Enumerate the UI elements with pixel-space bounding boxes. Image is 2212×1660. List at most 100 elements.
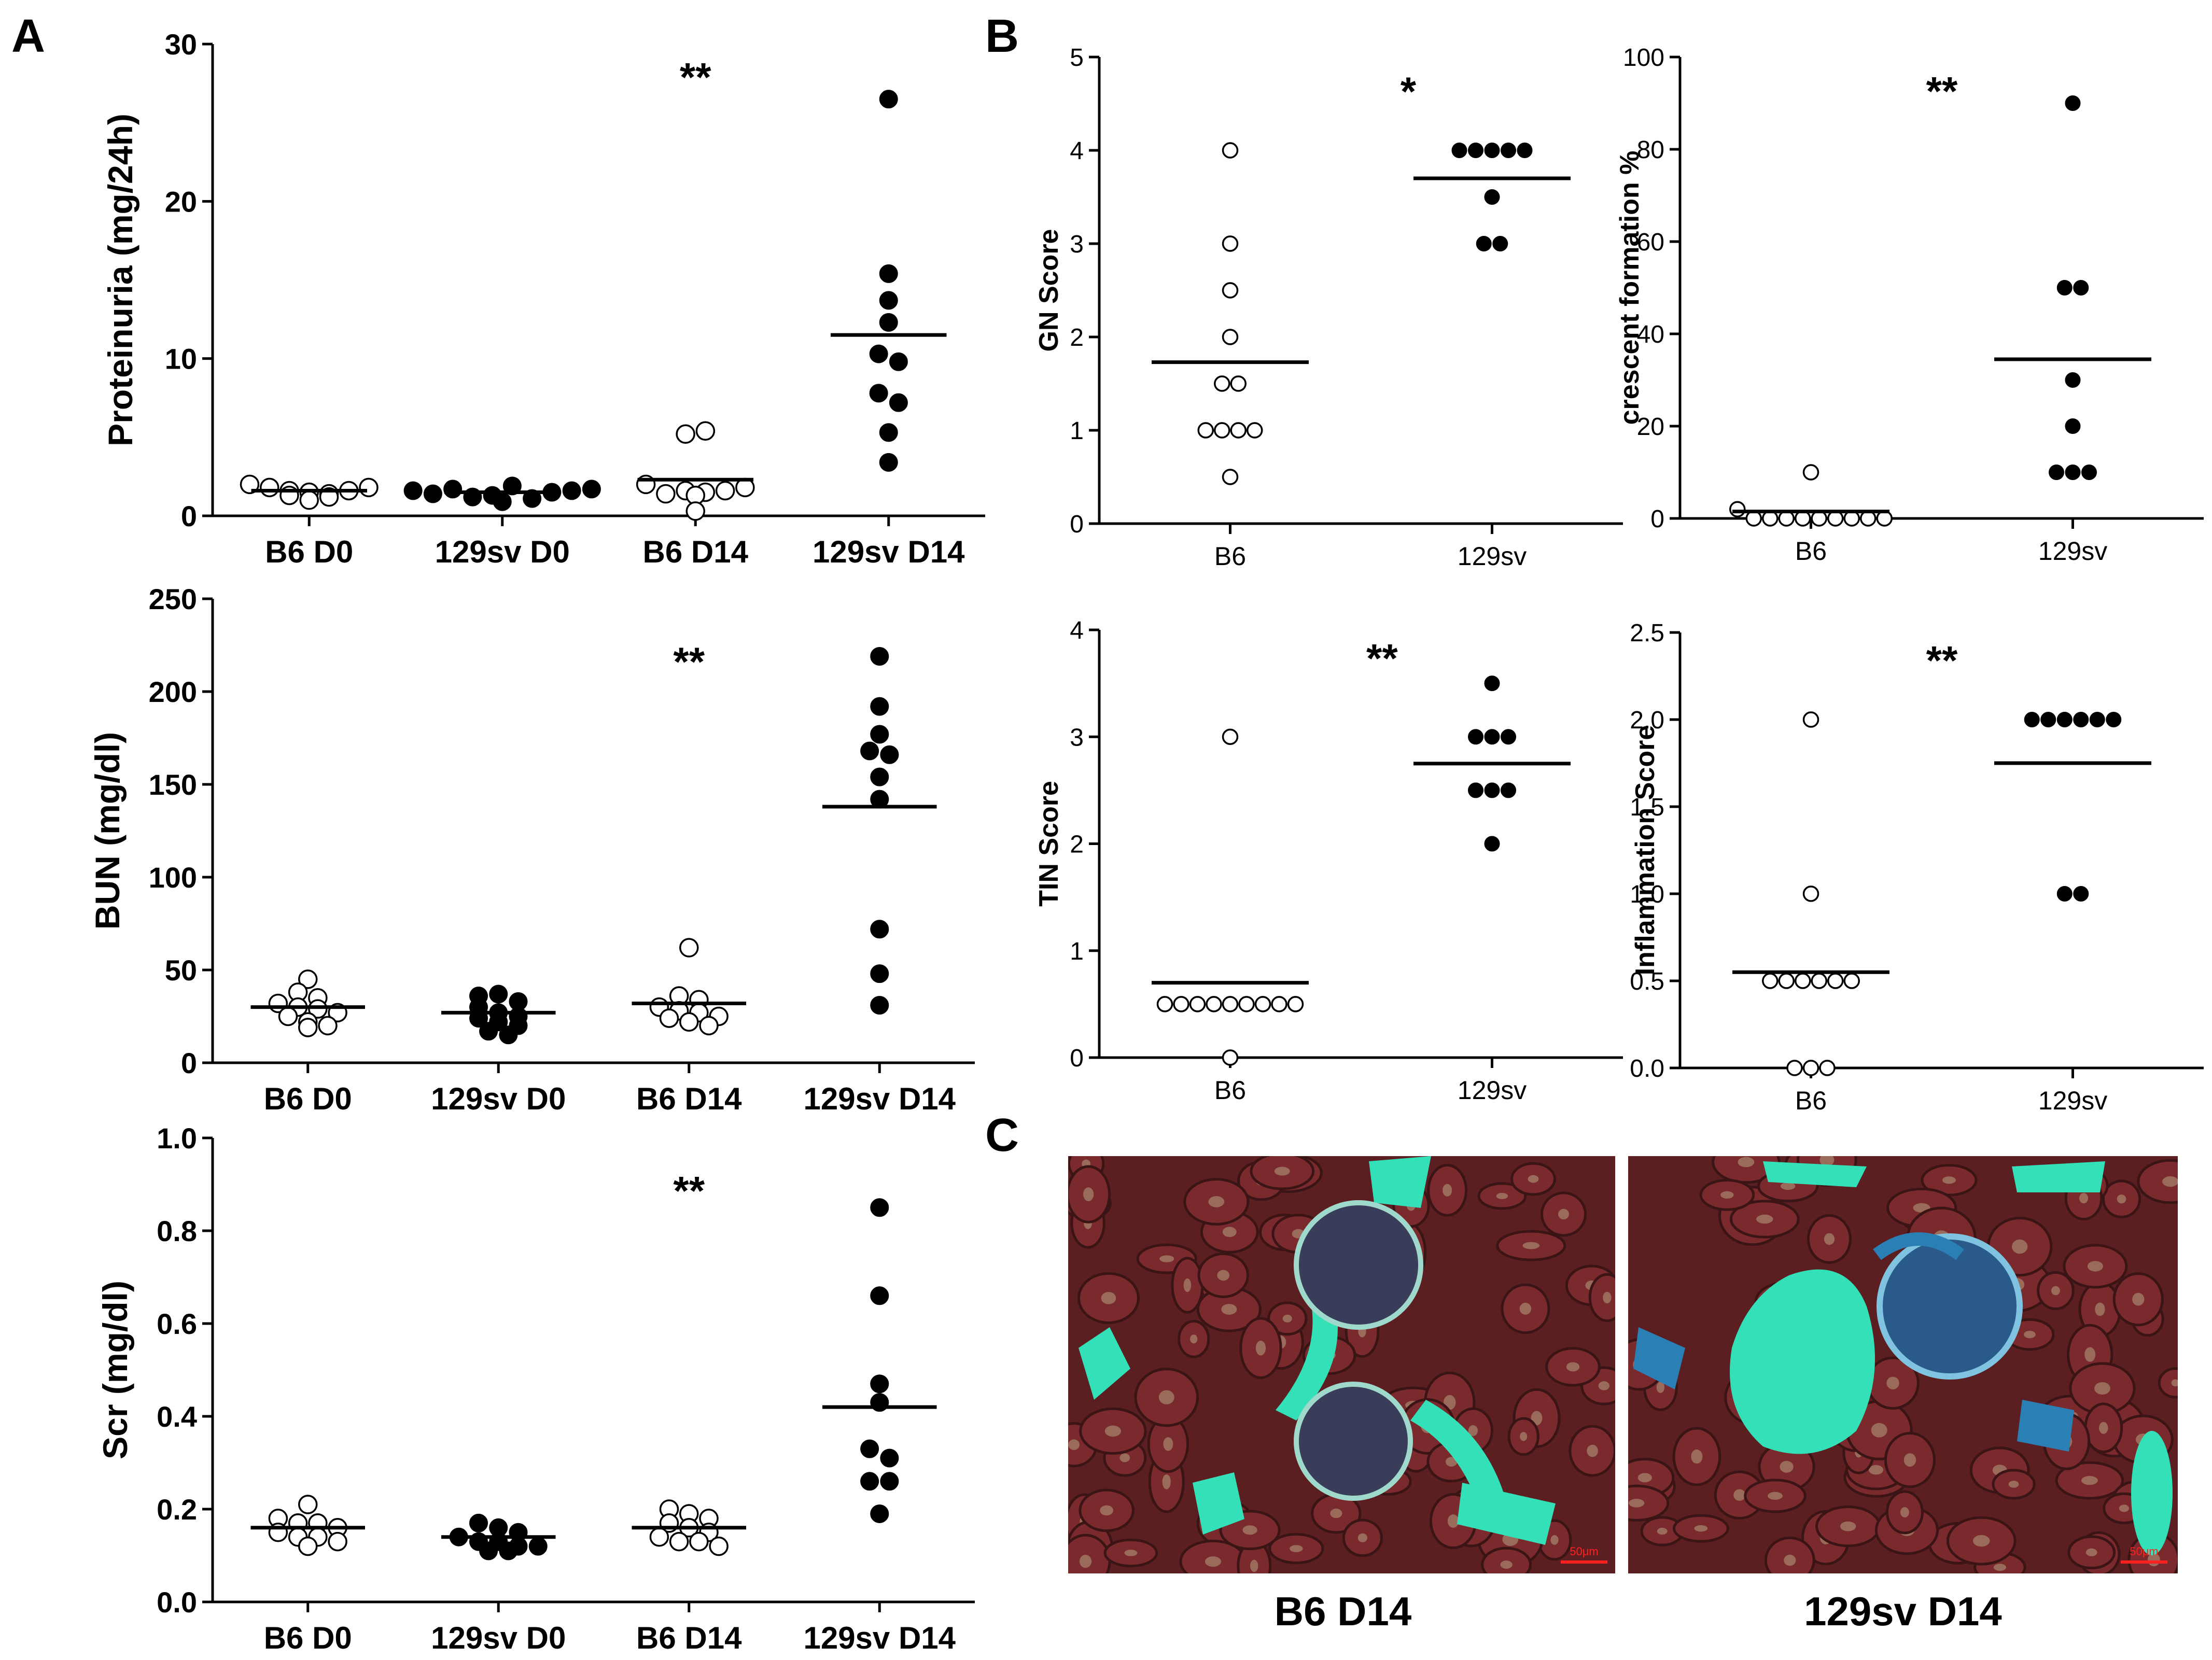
tubule-lumen-texture — [1637, 1473, 1652, 1483]
data-point — [860, 1439, 879, 1458]
data-point — [499, 1025, 518, 1045]
tubule-lumen-texture — [1784, 1554, 1796, 1566]
data-point — [523, 489, 542, 508]
y-tick-label: 0 — [1650, 505, 1664, 533]
data-point — [1247, 422, 1263, 439]
data-point — [443, 480, 463, 499]
tubule-lumen-texture — [2099, 1422, 2108, 1434]
data-point — [649, 1527, 669, 1547]
data-point — [699, 1016, 719, 1036]
data-point — [2065, 372, 2081, 388]
tubule-lumen-texture — [1083, 1187, 1094, 1202]
tubule-lumen-texture — [1520, 1432, 1528, 1441]
tubule-lumen-texture — [1868, 1465, 1884, 1475]
tubule-lumen-texture — [1183, 1278, 1192, 1292]
data-point — [562, 481, 581, 500]
tubule-lumen-texture — [1558, 1208, 1570, 1220]
data-point — [1876, 510, 1893, 527]
crescent-formation-chart: 0 20 40 60 80 100 crescent formation % B6 129sv *… — [1615, 44, 2204, 566]
data-point — [695, 421, 716, 441]
data-point — [479, 1541, 498, 1560]
data-point — [669, 1531, 689, 1552]
tubule-lumen-texture — [1768, 1492, 1783, 1500]
data-point — [879, 313, 898, 332]
data-point — [1501, 729, 1516, 745]
gn-score-chart: 0 1 2 3 4 5 GN Score B6 129sv * — [1034, 44, 1623, 571]
scale-bar-label-129sv: 50μm — [2130, 1545, 2158, 1558]
data-point — [870, 1286, 889, 1305]
data-point — [240, 474, 260, 495]
tubule-lumen-texture — [2119, 1504, 2130, 1512]
panel-label-b: B — [985, 10, 1019, 62]
tubule-lumen-texture — [1250, 1559, 1258, 1572]
data-point — [1484, 836, 1500, 852]
data-point — [1222, 329, 1239, 345]
tubule-lumen-texture — [1159, 1255, 1174, 1262]
tubule-lumen-texture — [1330, 1508, 1342, 1518]
y-tick-label: 0 — [181, 500, 197, 532]
data-point — [879, 291, 898, 310]
y-tick-label: 1.0 — [157, 1122, 197, 1155]
y-tick-label: 3 — [1070, 231, 1084, 258]
data-point — [493, 492, 512, 511]
y-tick-label: 0.2 — [157, 1493, 197, 1526]
tubule-texture — [1628, 1484, 1670, 1522]
tin-score-chart: 0 1 2 3 4 TIN Score B6 129sv ** — [1034, 617, 1623, 1105]
tubule-lumen-texture — [2094, 1382, 2110, 1395]
tubule-lumen-texture — [1124, 1550, 1138, 1556]
tubule-lumen-texture — [1657, 1527, 1668, 1535]
data-point — [676, 424, 695, 444]
scr-chart: 0.0 0.2 0.4 0.6 0.8 1.0 Scr (mg/dl) B6 D0 129sv … — [96, 1122, 975, 1655]
tubule-lumen-texture — [1163, 1437, 1173, 1451]
tubule-lumen-texture — [1840, 1521, 1856, 1531]
data-point — [582, 480, 601, 499]
data-point — [469, 1513, 488, 1532]
tubule-lumen-texture — [2011, 1239, 2028, 1254]
x-category-label: B6 D14 — [643, 534, 749, 569]
data-point — [870, 1198, 889, 1217]
tubule-lumen-texture — [1519, 1302, 1532, 1315]
tubule-lumen-texture — [1871, 1423, 1887, 1438]
data-point — [1222, 728, 1239, 745]
tubule-lumen-texture — [2087, 1261, 2103, 1272]
tubule-lumen-texture — [1598, 1381, 1610, 1390]
data-point — [479, 1022, 498, 1041]
significance-marker: ** — [680, 54, 711, 100]
data-point — [870, 1374, 889, 1394]
tubule-lumen-texture — [1468, 1425, 1478, 1437]
y-tick-label: 2.5 — [1630, 620, 1664, 647]
y-tick-label: 0 — [181, 1047, 197, 1079]
tubule-lumen-texture — [1756, 1214, 1773, 1224]
data-point — [1802, 464, 1819, 481]
data-point — [1214, 375, 1230, 392]
data-point — [260, 477, 279, 498]
x-category-label: B6 D0 — [264, 1081, 352, 1116]
data-point — [1484, 782, 1500, 798]
data-point — [1762, 510, 1779, 527]
inflammation-score-chart: 0.0 0.5 1.0 1.5 2.0 2.5 Inflammation Score B6 12… — [1630, 620, 2204, 1115]
data-point — [1802, 885, 1819, 902]
tubule-lumen-texture — [2024, 1330, 2036, 1339]
tubule-lumen-texture — [1993, 1564, 2006, 1571]
y-tick-label: 4 — [1070, 137, 1084, 165]
data-point — [2073, 886, 2089, 902]
y-tick-label: 2.0 — [1630, 707, 1664, 734]
data-point — [860, 1472, 879, 1491]
significance-marker: ** — [1366, 636, 1398, 681]
tubule-lumen-texture — [1158, 1390, 1174, 1404]
data-point — [298, 1018, 318, 1037]
data-point — [889, 352, 908, 371]
tubule-lumen-texture — [1282, 1314, 1292, 1323]
tubule-lumen-texture — [1221, 1304, 1237, 1315]
tubule-lumen-texture — [1528, 1175, 1539, 1183]
data-point — [1745, 510, 1762, 527]
data-point — [1254, 996, 1271, 1012]
data-point — [1238, 996, 1255, 1012]
data-point — [298, 1536, 318, 1556]
panel-label-c: C — [985, 1109, 1019, 1161]
data-point — [1802, 711, 1819, 728]
data-point — [689, 1531, 709, 1552]
y-tick-label: 50 — [165, 954, 197, 987]
tubule-lumen-texture — [1100, 1505, 1113, 1516]
tubule-texture — [1712, 1156, 1781, 1184]
